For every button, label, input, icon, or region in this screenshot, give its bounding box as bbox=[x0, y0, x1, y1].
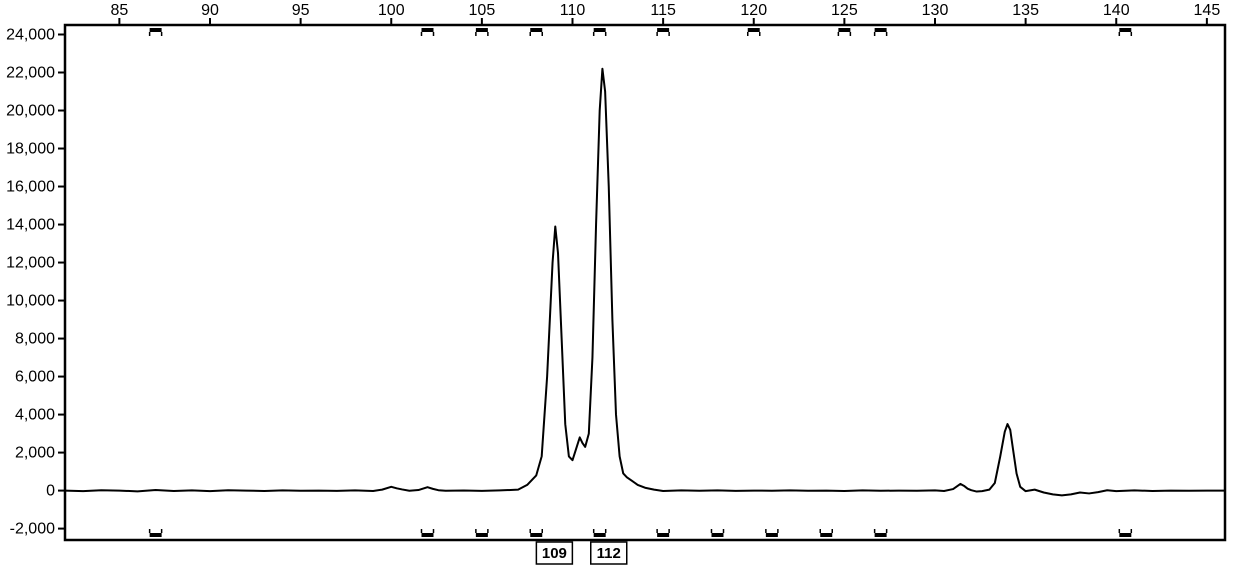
bin-marker-top bbox=[1119, 28, 1131, 32]
y-tick-label: 16,000 bbox=[6, 179, 55, 196]
x-tick-label: 125 bbox=[831, 2, 858, 19]
x-tick-label: 110 bbox=[560, 2, 586, 19]
x-tick-label: 145 bbox=[1194, 2, 1221, 19]
y-tick-label: 12,000 bbox=[6, 255, 55, 272]
y-tick-label: 10,000 bbox=[6, 293, 55, 310]
bin-marker-bottom bbox=[530, 533, 542, 537]
y-tick-label: 6,000 bbox=[15, 369, 55, 386]
chart-bg bbox=[0, 0, 1240, 585]
bin-marker-bottom bbox=[820, 533, 832, 537]
x-tick-label: 130 bbox=[922, 2, 949, 19]
y-tick-label: 14,000 bbox=[6, 217, 55, 234]
bin-marker-bottom bbox=[422, 533, 434, 537]
bin-marker-bottom bbox=[150, 533, 162, 537]
y-tick-label: 24,000 bbox=[6, 27, 55, 44]
y-tick-label: 0 bbox=[46, 483, 55, 500]
x-tick-label: 135 bbox=[1012, 2, 1039, 19]
bin-marker-bottom bbox=[657, 533, 669, 537]
x-tick-label: 115 bbox=[650, 2, 676, 19]
bin-marker-top bbox=[530, 28, 542, 32]
y-tick-label: 8,000 bbox=[15, 331, 55, 348]
chart-container: 85 90 95 100 105 110 115 120 125 130 135 140 145 -2,0… bbox=[0, 0, 1240, 585]
x-tick-label: 90 bbox=[201, 2, 219, 19]
x-tick-label: 120 bbox=[740, 2, 767, 19]
electropherogram-chart: 85 90 95 100 105 110 115 120 125 130 135 140 145 -2,0… bbox=[0, 0, 1240, 585]
bin-marker-top bbox=[838, 28, 850, 32]
bin-marker-bottom bbox=[594, 533, 606, 537]
bin-marker-top bbox=[875, 28, 887, 32]
bin-marker-top bbox=[594, 28, 606, 32]
bin-marker-top bbox=[748, 28, 760, 32]
x-tick-label: 85 bbox=[110, 2, 128, 19]
y-tick-label: 18,000 bbox=[6, 141, 55, 158]
y-tick-label: 22,000 bbox=[6, 65, 55, 82]
y-tick-label: 4,000 bbox=[15, 407, 55, 424]
bin-marker-top bbox=[476, 28, 488, 32]
bin-marker-top bbox=[657, 28, 669, 32]
bin-marker-bottom bbox=[766, 533, 778, 537]
peak-label: 109 bbox=[542, 545, 567, 562]
x-tick-label: 95 bbox=[292, 2, 310, 19]
x-tick-label: 100 bbox=[378, 2, 405, 19]
peak-label: 112 bbox=[597, 545, 621, 562]
bin-marker-top bbox=[422, 28, 434, 32]
bin-marker-bottom bbox=[1119, 533, 1131, 537]
y-tick-label: 20,000 bbox=[6, 103, 55, 120]
x-tick-label: 105 bbox=[469, 2, 496, 19]
y-tick-label: 2,000 bbox=[15, 445, 55, 462]
bin-marker-bottom bbox=[476, 533, 488, 537]
y-tick-label: -2,000 bbox=[10, 521, 55, 538]
bin-marker-bottom bbox=[712, 533, 724, 537]
bin-marker-bottom bbox=[875, 533, 887, 537]
x-tick-label: 140 bbox=[1103, 2, 1130, 19]
bin-marker-top bbox=[150, 28, 162, 32]
